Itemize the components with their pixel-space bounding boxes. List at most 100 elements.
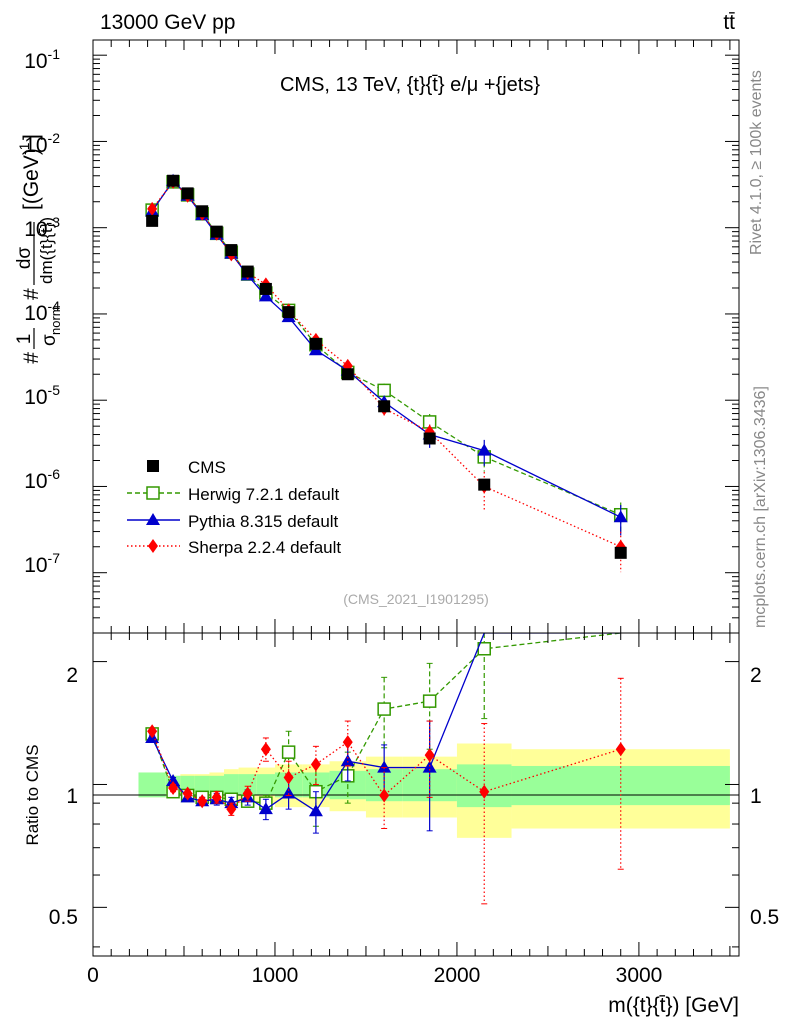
svg-text:Herwig 7.2.1 default: Herwig 7.2.1 default <box>188 485 339 504</box>
main-ytick-labels: 10-1 10-2 10-3 10-4 10-5 10-6 10-7 <box>24 46 60 577</box>
ratio-point-sherpa <box>242 786 253 801</box>
ytick-label: 10-3 <box>24 214 60 241</box>
legend: CMS Herwig 7.2.1 default Pythia 8.315 de… <box>127 458 341 557</box>
xtick-label: 0 <box>87 964 99 987</box>
main-point-cms <box>282 306 295 319</box>
ytick-label: 10-2 <box>24 130 60 157</box>
ratio-point-sherpa <box>424 748 435 763</box>
ratio-point-herwig <box>422 694 437 708</box>
ratio-band-inner <box>238 774 257 796</box>
main-point-cms <box>241 265 254 278</box>
ytick-label: 10-6 <box>24 466 60 493</box>
legend-marker-cms <box>147 460 159 472</box>
ratio-point-pythia <box>166 773 181 786</box>
main-point-sherpa <box>147 201 158 216</box>
mcplots-label: mcplots.cern.ch [arXiv:1306.3436] <box>752 386 769 628</box>
ratio-point-sherpa <box>310 757 321 772</box>
svg-text:σ: σ <box>39 334 60 346</box>
svg-text:#: # <box>20 352 43 364</box>
ratio-point-pythia <box>224 796 239 809</box>
main-point-cms <box>378 400 391 413</box>
legend-entry-cms: CMS <box>147 458 226 477</box>
main-point-cms <box>478 478 491 491</box>
legend-entry-sherpa: Sherpa 2.2.4 default <box>127 538 341 557</box>
ratio-band-inner <box>224 774 239 796</box>
svg-text:1: 1 <box>14 334 35 345</box>
main-point-pythia <box>477 443 492 456</box>
main-ylabel: # 1 σ norm # dσ dm({t}{t̄}) [(GeV) -1 ] <box>14 134 63 364</box>
ratio-ytick-label: 1 <box>66 785 78 808</box>
main-point-cms <box>225 244 238 257</box>
svg-text:dm({t}{t̄}): dm({t}{t̄}) <box>37 217 56 284</box>
svg-text:#: # <box>20 288 43 300</box>
ratio-ytick-label-right: 0.5 <box>750 906 779 929</box>
ratio-band-inner <box>138 772 166 798</box>
svg-text:CMS: CMS <box>188 458 226 477</box>
main-ticks <box>92 40 739 634</box>
rivet-label: Rivet 4.1.0, ≥ 100k events <box>748 70 765 255</box>
ratio-ylabel: Ratio to CMS <box>23 744 42 845</box>
ratio-point-sherpa <box>615 742 626 757</box>
legend-marker-herwig <box>146 486 160 500</box>
ratio-ytick-label-right: 2 <box>750 664 762 687</box>
ratio-point-sherpa <box>342 735 353 750</box>
xtick-label: 2000 <box>434 964 481 987</box>
svg-text:dσ: dσ <box>14 247 35 270</box>
ratio-point-sherpa <box>168 781 179 796</box>
main-panel: 10-1 10-2 10-3 10-4 10-5 10-6 10-7 # 1 σ… <box>14 39 740 634</box>
ratio-band-inner <box>209 775 225 794</box>
ytick-label: 10-5 <box>24 382 60 409</box>
analysis-tag: (CMS_2021_I1901295) <box>343 591 489 607</box>
ratio-point-sherpa <box>379 788 390 803</box>
main-point-cms <box>196 205 209 218</box>
ratio-band-inner <box>194 775 210 794</box>
ratio-point-pythia <box>377 760 392 773</box>
main-point-cms <box>167 174 180 187</box>
legend-marker-pythia <box>146 513 160 525</box>
ratio-point-sherpa <box>479 784 490 799</box>
legend-entry-herwig: Herwig 7.2.1 default <box>127 485 339 504</box>
ratio-point-herwig <box>377 702 391 716</box>
svg-text:]: ] <box>20 134 43 140</box>
ratio-point-pythia <box>308 804 323 817</box>
ratio-ticks <box>92 633 739 956</box>
ratio-panel: 2 1 0.5 2 1 0.5 Ratio to CMS <box>23 632 779 957</box>
main-point-cms <box>210 225 223 238</box>
ytick-label: 10-7 <box>24 550 60 577</box>
legend-marker-sherpa <box>148 539 158 553</box>
main-point-cms <box>259 282 272 295</box>
ratio-point-sherpa <box>197 794 208 809</box>
ratio-point-sherpa <box>226 802 237 817</box>
ratio-point-herwig <box>281 745 296 759</box>
main-title: CMS, 13 TeV, {t}{t̄} e/μ +{jets} <box>280 74 540 96</box>
main-point-cms <box>341 368 354 381</box>
ratio-band-inner <box>256 774 275 796</box>
legend-entry-pythia: Pythia 8.315 default <box>127 512 339 531</box>
ytick-label: 10-1 <box>24 46 60 73</box>
ratio-point-sherpa <box>182 786 193 801</box>
ratio-ytick-label: 2 <box>66 664 78 687</box>
ratio-point-sherpa <box>147 724 158 739</box>
main-point-pythia <box>258 289 273 302</box>
svg-text:Pythia 8.315 default: Pythia 8.315 default <box>188 512 339 531</box>
ratio-series <box>145 632 626 905</box>
header-right: tt̄ <box>723 11 735 34</box>
ratio-point-pythia <box>258 802 273 815</box>
main-point-cms <box>309 337 322 350</box>
main-point-herwig <box>377 383 391 398</box>
main-point-cms <box>423 432 436 445</box>
xtick-label: 3000 <box>616 964 663 987</box>
ratio-point-pythia <box>422 760 437 773</box>
ratio-point-pythia <box>281 786 296 799</box>
ratio-point-sherpa <box>211 790 222 805</box>
ytick-label: 10-4 <box>24 298 60 325</box>
ratio-frame <box>92 632 740 957</box>
svg-text:Sherpa 2.2.4 default: Sherpa 2.2.4 default <box>188 538 341 557</box>
ratio-point-sherpa <box>260 742 271 757</box>
header-left: 13000 GeV pp <box>100 11 235 34</box>
ratio-ytick-label-right: 1 <box>750 785 762 808</box>
main-point-pythia <box>613 510 628 523</box>
main-point-cms <box>146 214 159 227</box>
main-point-cms <box>614 546 627 559</box>
